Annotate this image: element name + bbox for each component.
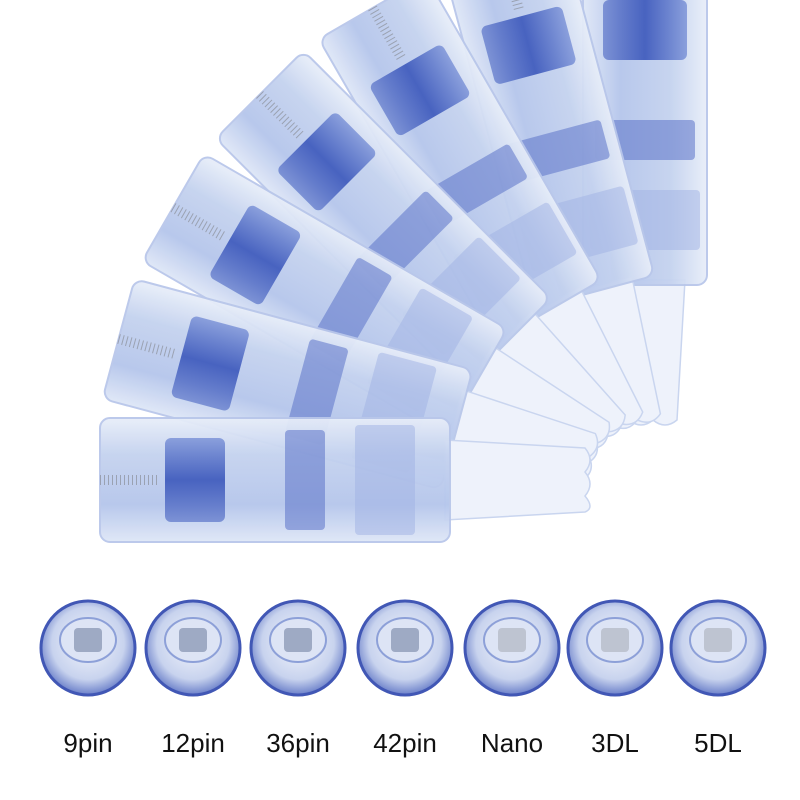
cartridge-band xyxy=(285,430,325,530)
thumbnail-head xyxy=(601,628,629,652)
cartridge xyxy=(99,417,591,543)
thumbnail-head xyxy=(498,628,526,652)
thumbnail-label: 9pin xyxy=(63,728,112,758)
thumbnail-label: 12pin xyxy=(161,728,225,758)
thumbnail-head xyxy=(391,628,419,652)
thumbnail-label: 42pin xyxy=(373,728,437,758)
cartridge-ridge xyxy=(355,425,415,535)
thumbnail-label: 5DL xyxy=(694,728,742,758)
cartridge-core xyxy=(278,113,376,211)
cartridge-spring xyxy=(444,439,591,521)
thumbnail-label: 3DL xyxy=(591,728,639,758)
cartridge-core xyxy=(165,438,225,522)
thumbnail-head xyxy=(284,628,312,652)
thumbnail-head xyxy=(74,628,102,652)
thumbnail-label: 36pin xyxy=(266,728,330,758)
cartridge-core xyxy=(603,0,687,60)
cartridge-core xyxy=(481,6,576,84)
thumbnail-head xyxy=(704,628,732,652)
cartridge-core xyxy=(171,316,249,411)
cartridge-fan xyxy=(99,0,708,543)
thumbnail-head xyxy=(179,628,207,652)
cartridge-core xyxy=(210,205,301,305)
thumbnails: 9pin 12pin 36pin 42pin Nano 3DL 5DL xyxy=(39,599,767,758)
thumbnail-label: Nano xyxy=(481,728,543,758)
cartridge-core xyxy=(370,45,470,136)
